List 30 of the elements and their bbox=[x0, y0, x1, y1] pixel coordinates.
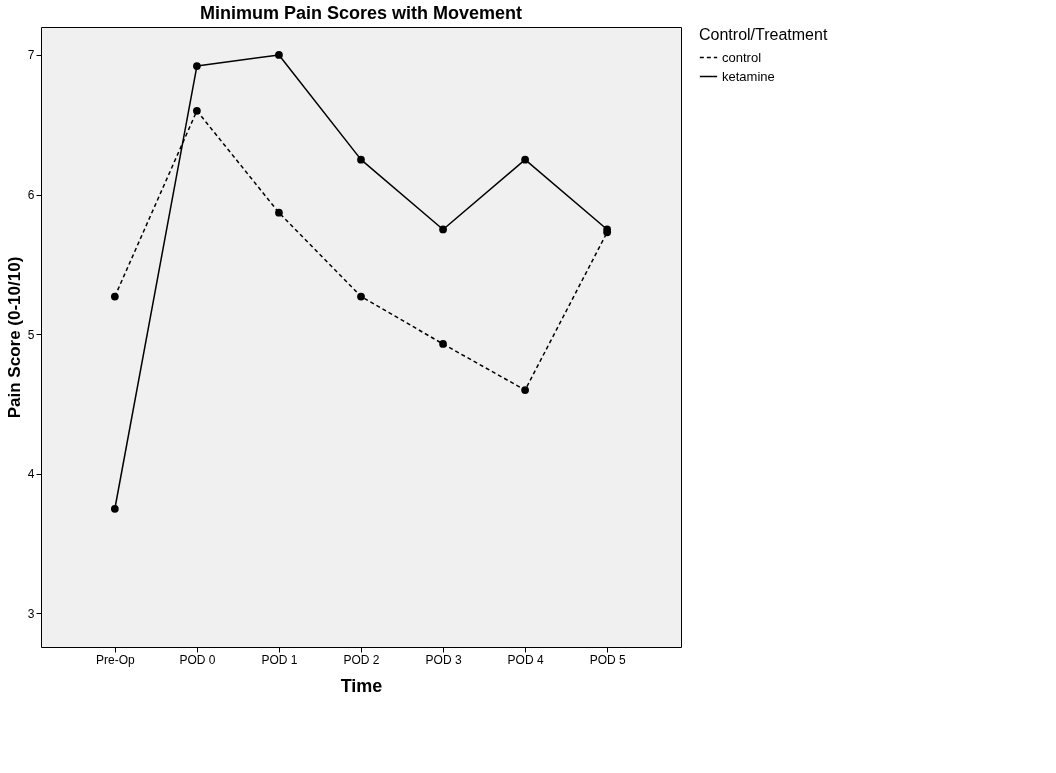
chart-title: Minimum Pain Scores with Movement bbox=[199, 3, 523, 23]
legend-title: Control/Treatment bbox=[699, 26, 828, 43]
y-tick-label: 4 bbox=[27, 467, 35, 482]
point bbox=[110, 504, 119, 513]
y-tick-label: 5 bbox=[27, 327, 35, 342]
point bbox=[193, 106, 201, 115]
x-tick-label: POD 0 bbox=[179, 652, 216, 667]
x-tick-label: POD 3 bbox=[425, 652, 462, 667]
point bbox=[521, 386, 529, 394]
point bbox=[110, 292, 119, 301]
y-tick-label: 3 bbox=[27, 606, 35, 621]
x-tick-label: POD 4 bbox=[507, 652, 544, 667]
point bbox=[275, 51, 283, 59]
x-tick-label: POD 1 bbox=[261, 652, 298, 667]
point bbox=[439, 225, 447, 234]
x-tick-label: POD 2 bbox=[343, 652, 380, 667]
point bbox=[193, 62, 201, 70]
point bbox=[357, 155, 365, 164]
x-tick-label: Pre-Op bbox=[96, 652, 136, 667]
y-tick-label: 6 bbox=[27, 188, 35, 203]
y-tick-label: 7 bbox=[27, 48, 35, 63]
x-tick-label: POD 5 bbox=[589, 652, 626, 667]
point bbox=[521, 155, 529, 164]
point bbox=[439, 340, 447, 348]
point bbox=[357, 292, 365, 301]
y-axis-title: Pain Score (0-10/10) bbox=[4, 256, 24, 419]
point bbox=[275, 208, 283, 217]
x-axis-title: Time bbox=[340, 675, 383, 696]
legend-label: control bbox=[722, 49, 762, 65]
legend-label: ketamine bbox=[722, 68, 775, 84]
